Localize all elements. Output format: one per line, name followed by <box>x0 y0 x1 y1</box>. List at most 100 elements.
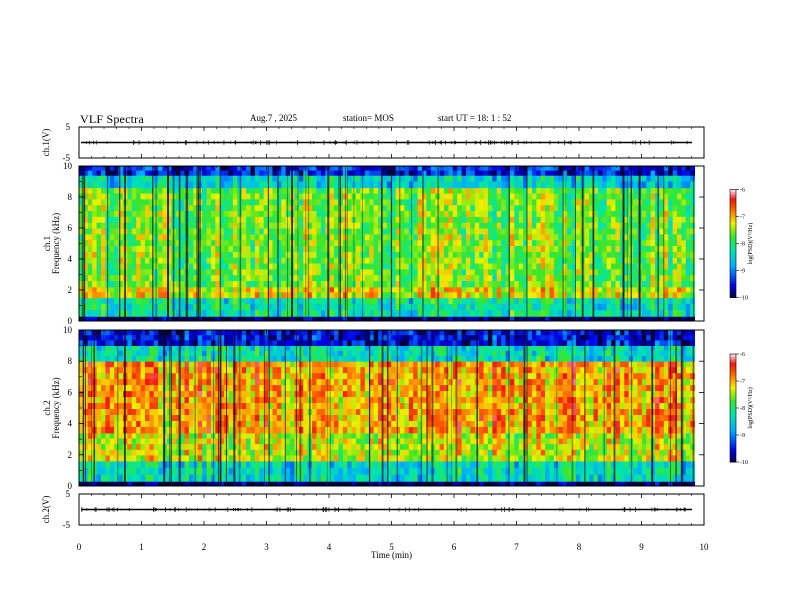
ch2-spectrogram-cell <box>628 461 634 469</box>
ch1-spectrogram-cell <box>421 234 427 241</box>
ch1-spectrogram-ytick-label: 0 <box>68 316 73 326</box>
ch1-spectrogram-cell <box>158 257 163 264</box>
ch1-spectrogram-cell <box>202 222 207 229</box>
ch2-spectrogram-cell <box>584 474 590 482</box>
ch1-spectrogram-cell <box>677 181 682 189</box>
ch1-spectrogram-cell <box>215 269 221 276</box>
ch1-spectrogram-cell <box>518 263 524 270</box>
ch1-spectrogram-cell <box>518 297 524 305</box>
ch2-spectrogram-cell <box>681 461 687 469</box>
ch2-spectrogram-cell <box>298 474 304 482</box>
ch2-spectrogram-cell <box>175 474 181 482</box>
ch1-spectrogram-cell <box>553 175 559 182</box>
ch1-spectrogram-cell <box>531 187 537 194</box>
ch1-spectrogram-colorbar-cell <box>730 197 736 201</box>
ch1-spectrogram-cell <box>417 181 423 189</box>
ch1-spectrogram-cell <box>400 292 405 299</box>
ch1-spectrogram-cell <box>268 281 273 288</box>
ch1-spectrogram-cell <box>589 257 594 264</box>
ch1-spectrogram-cell <box>523 170 528 176</box>
ch1-spectrogram-cell <box>439 240 445 247</box>
ch1-spectrogram-cell <box>188 316 194 322</box>
ch1-spectrogram-cell <box>250 222 256 229</box>
ch1-spectrogram-cell <box>281 240 287 247</box>
ch2-spectrogram-cell <box>382 474 388 482</box>
ch1-spectrogram-cell <box>307 246 313 253</box>
ch1-spectrogram-cell <box>430 286 436 293</box>
ch1-spectrogram-cell <box>413 205 418 212</box>
ch2-spectrogram-cell <box>470 467 476 475</box>
ch1-spectrogram-cell <box>672 251 678 259</box>
ch1-spectrogram-streak <box>200 166 202 321</box>
ch1-spectrogram-cell <box>219 251 225 259</box>
ch2-spectrogram-cell <box>171 481 177 487</box>
ch1-spectrogram-cell <box>215 222 221 229</box>
ch2-spectrogram-cell <box>492 481 498 487</box>
ch1-spectrogram-cell <box>540 211 546 218</box>
ch1-spectrogram-cell <box>272 310 278 317</box>
ch1-spectrogram-cell <box>144 216 150 224</box>
ch1-spectrogram-cell <box>364 292 370 299</box>
ch1-spectrogram-cell <box>140 234 146 241</box>
ch2-spectrogram-cell <box>655 461 660 469</box>
ch1-spectrogram-cell <box>681 316 687 322</box>
ch1-spectrogram-cell <box>131 234 137 241</box>
ch1-spectrogram-cell <box>672 166 678 172</box>
ch1-spectrogram-cell <box>307 286 313 293</box>
ch1-spectrogram-cell <box>114 240 119 247</box>
ch1-spectrogram-cell <box>655 263 660 270</box>
ch2-spectrogram-cell <box>184 438 190 445</box>
ch1-spectrogram-cell <box>386 263 392 270</box>
ch2-spectrogram-cell <box>646 481 652 487</box>
ch1-spectrogram-cell <box>351 228 357 235</box>
ch1-spectrogram-cell <box>100 181 106 189</box>
ch1-spectrogram-cell <box>536 170 542 176</box>
ch1-spectrogram-colorbar-cell <box>730 219 736 223</box>
ch2-spectrogram-cell <box>509 432 515 439</box>
ch1-spectrogram-cell <box>246 205 251 212</box>
ch1-spectrogram-cell <box>175 181 181 189</box>
ch1-spectrogram-cell <box>571 199 577 206</box>
ch1-spectrogram-cell <box>435 310 440 317</box>
ch1-spectrogram-cell <box>690 275 696 282</box>
ch1-spectrogram-cell <box>232 216 238 224</box>
ch1-spectrogram-cell <box>92 310 97 317</box>
ch1-spectrogram-cell <box>202 269 207 276</box>
ch1-spectrogram-cell <box>316 281 322 288</box>
ch1-spectrogram-cell <box>655 269 660 276</box>
ch1-spectrogram-cell <box>655 170 660 176</box>
ch1-spectrogram-cell <box>584 181 590 189</box>
ch1-spectrogram-cell <box>597 175 603 182</box>
ch1-spectrogram-cell <box>294 263 300 270</box>
ch1-spectrogram-cell <box>523 234 528 241</box>
ch2-spectrogram-cell <box>276 461 282 469</box>
ch1-spectrogram-cell <box>597 269 603 276</box>
ch1-spectrogram-cell <box>259 187 265 194</box>
ch1-spectrogram-cell <box>448 222 454 229</box>
ch1-spectrogram-cell <box>210 263 216 270</box>
ch1-spectrogram-cell <box>87 166 93 172</box>
ch1-spectrogram-cell <box>470 246 476 253</box>
ch1-spectrogram-cell <box>655 286 660 293</box>
ch1-spectrogram-cell <box>400 181 405 189</box>
ch1-spectrogram-cell <box>558 170 564 176</box>
ch1-spectrogram-cell <box>470 211 476 218</box>
ch2-spectrogram-cell <box>237 467 243 475</box>
ch1-spectrogram-cell <box>259 281 265 288</box>
ch1-spectrogram-cell <box>681 228 687 235</box>
ch1-spectrogram-cell <box>518 316 524 322</box>
ch1-spectrogram-cell <box>536 211 542 218</box>
ch1-spectrogram-cell <box>611 181 616 189</box>
ch1-spectrogram-cell <box>334 199 339 206</box>
ch1-spectrogram-cell <box>237 310 243 317</box>
ch1-spectrogram-cell <box>681 170 687 176</box>
ch1-spectrogram-cell <box>443 166 449 172</box>
ch1-spectrogram-cell <box>672 240 678 247</box>
ch1-spectrogram-cell <box>602 281 608 288</box>
ch1-spectrogram-cell <box>457 228 462 235</box>
ch1-spectrogram-cell <box>215 205 221 212</box>
ch1-spectrogram-cell <box>593 286 599 293</box>
ch1-spectrogram-cell <box>571 228 577 235</box>
ch1-spectrogram-cell <box>193 275 199 282</box>
ch2-spectrogram-cell <box>505 467 511 475</box>
